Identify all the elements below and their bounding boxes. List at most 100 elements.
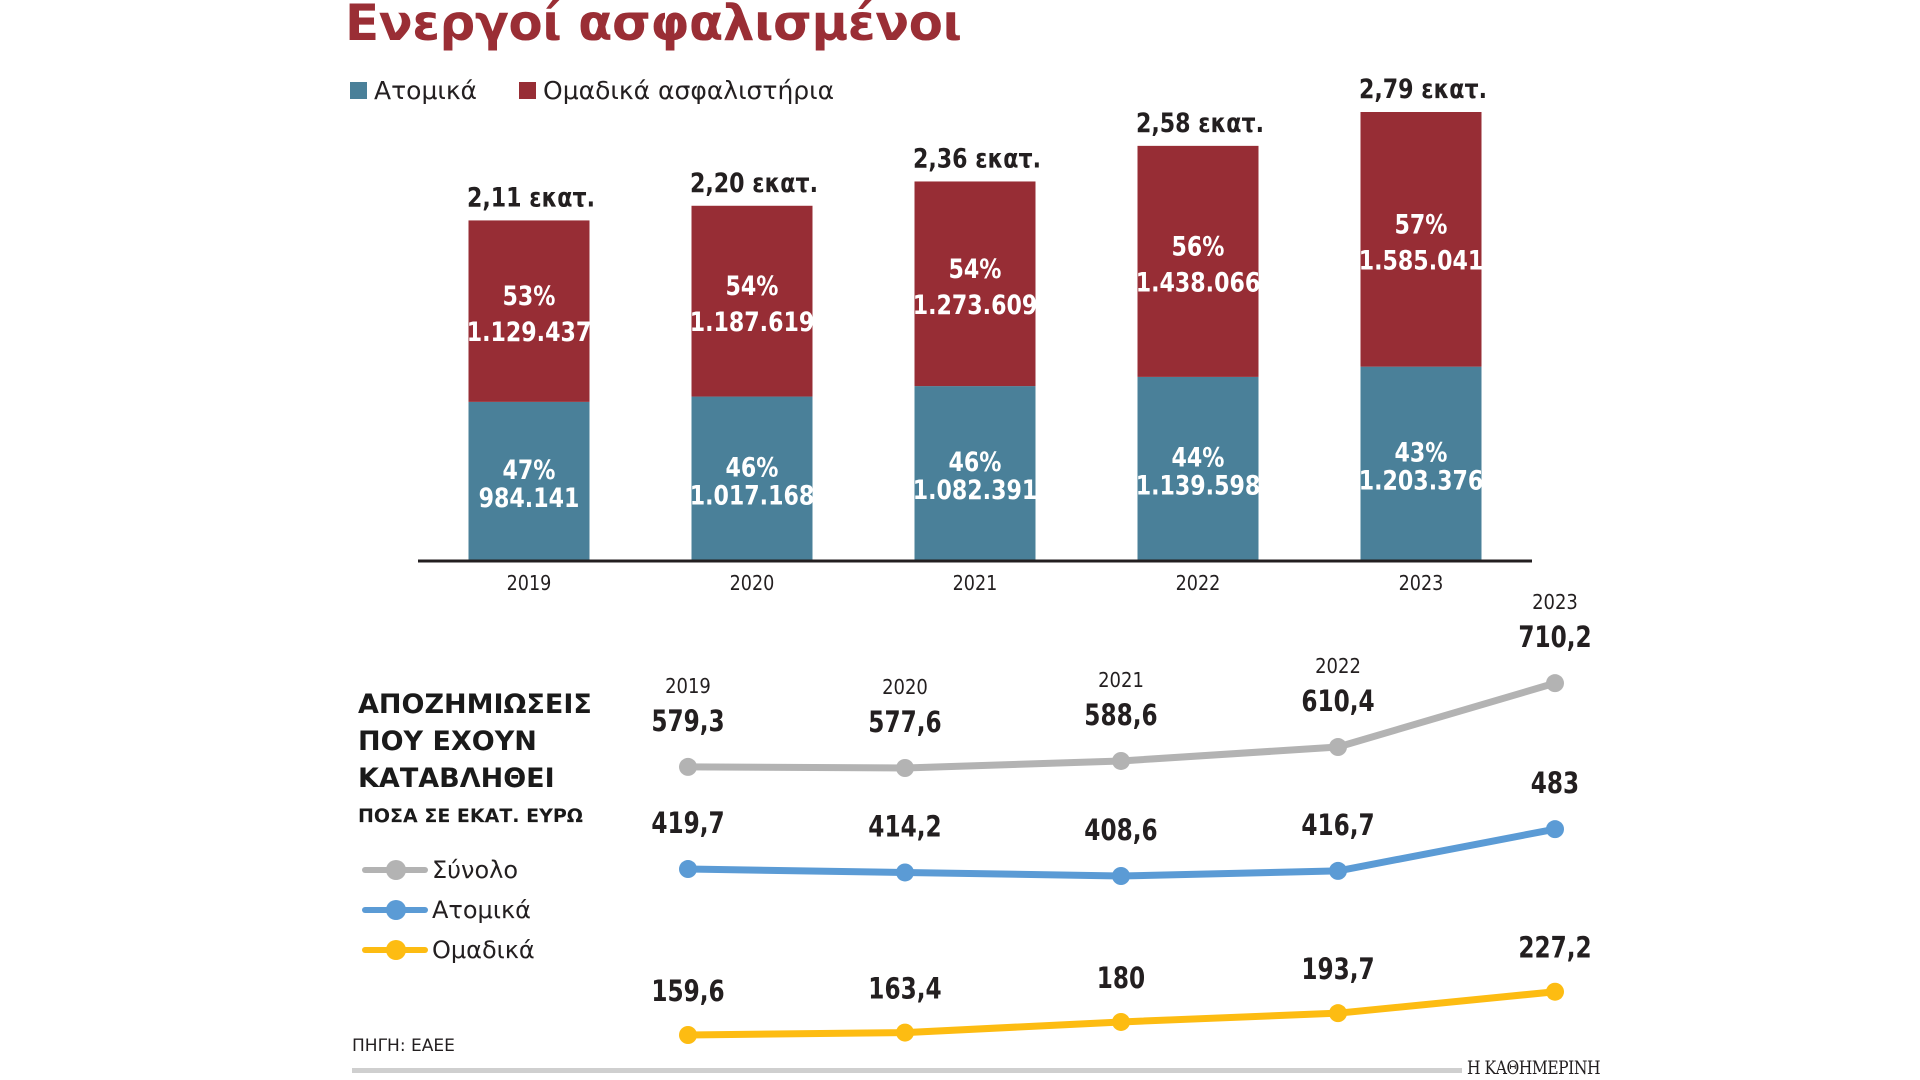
line-point-synolo-2021: [1112, 751, 1130, 770]
bar-omadika-percent-label: 57%: [1395, 208, 1448, 240]
line-year-label: 2019: [665, 675, 711, 698]
line-section-title-line-2: ΠΟΥ ΕΧΟΥΝ: [358, 726, 537, 757]
bar-omadika-percent-label: 54%: [949, 253, 1002, 285]
line-year-label: 2020: [882, 676, 928, 699]
line-legend-marker-omadika: [362, 940, 428, 960]
x-tick-label: 2019: [507, 573, 552, 595]
line-point-omadika-2019: [679, 1026, 697, 1044]
x-tick-label: 2022: [1176, 573, 1221, 595]
bar-omadika-2022: [1137, 145, 1259, 377]
bar-omadika-percent-label: 53%: [503, 280, 556, 312]
line-section-title-line-3: ΚΑΤΑΒΛΗΘΕΙ: [358, 763, 555, 794]
bar-total-label: 2,20 εκατ.: [690, 167, 818, 199]
line-legend-marker-synolo: [362, 860, 428, 880]
line-point-synolo-2020: [896, 759, 914, 777]
bar-omadika-percent-label: 56%: [1172, 230, 1225, 262]
source-note: ΠΗΓΗ: ΕΑΕΕ: [352, 1036, 455, 1056]
publisher-brand: Η ΚΑΘΗΜΕΡΙΝΗ: [1467, 1057, 1601, 1079]
line-value-label-omadika: 180: [1097, 963, 1145, 996]
line-point-omadika-2023: [1546, 982, 1564, 1001]
line-value-label-atomika: 419,7: [651, 808, 724, 841]
bar-atomika-value-label: 1.017.168: [690, 479, 815, 511]
line-value-label-omadika: 227,2: [1518, 932, 1591, 965]
legend-item-atomika: Ατομικά: [350, 76, 477, 105]
bar-atomika-2023: [1360, 366, 1482, 560]
line-point-atomika-2022: [1329, 861, 1347, 880]
line-point-atomika-2021: [1112, 867, 1130, 885]
line-point-synolo-2022: [1329, 738, 1347, 757]
line-section-subtitle: ΠΟΣΑ ΣΕ ΕΚΑΤ. ΕΥΡΩ: [358, 805, 583, 827]
bar-legend: Ατομικά Ομαδικά ασφαλιστήρια: [350, 76, 834, 105]
bar-total-label: 2,79 εκατ.: [1359, 73, 1487, 105]
bar-atomika-value-label: 1.082.391: [913, 474, 1038, 506]
line-value-label-atomika: 408,6: [1084, 815, 1157, 848]
line-legend-label-omadika: Ομαδικά: [432, 936, 535, 964]
bar-omadika-value-label: 1.438.066: [1136, 266, 1261, 298]
line-value-label-synolo: 588,6: [1084, 700, 1157, 733]
line-value-label-omadika: 163,4: [868, 973, 941, 1006]
line-point-synolo-2023: [1546, 674, 1564, 693]
bar-omadika-2019: [468, 220, 590, 402]
line-legend-item-atomika: Ατομικά: [362, 890, 535, 930]
legend-swatch-atomika: [350, 82, 367, 99]
line-year-label: 2023: [1532, 591, 1578, 614]
line-value-label-synolo: 710,2: [1518, 622, 1591, 655]
bar-total-label: 2,58 εκατ.: [1136, 107, 1264, 139]
bar-atomika-value-label: 984.141: [479, 482, 580, 514]
footer-rule: [352, 1068, 1462, 1073]
line-legend-label-atomika: Ατομικά: [432, 896, 531, 924]
bar-omadika-2021: [914, 181, 1036, 387]
line-year-label: 2022: [1315, 655, 1361, 678]
line-year-label: 2021: [1098, 669, 1144, 692]
bar-omadika-2020: [691, 205, 813, 397]
line-value-label-omadika: 193,7: [1301, 954, 1374, 987]
line-legend-item-omadika: Ομαδικά: [362, 930, 535, 970]
line-point-synolo-2019: [679, 757, 697, 776]
line-section-title: ΑΠΟΖΗΜΙΩΣΕΙΣ ΠΟΥ ΕΧΟΥΝ ΚΑΤΑΒΛΗΘΕΙ: [358, 686, 592, 797]
bar-atomika-percent-label: 46%: [949, 446, 1002, 478]
bar-omadika-value-label: 1.585.041: [1359, 244, 1484, 276]
legend-swatch-omadika: [519, 82, 537, 99]
line-point-atomika-2020: [896, 863, 914, 882]
line-legend-label-synolo: Σύνολο: [432, 856, 519, 884]
line-value-label-omadika: 159,6: [651, 976, 724, 1009]
line-point-omadika-2022: [1329, 1004, 1347, 1023]
line-point-atomika-2023: [1546, 820, 1564, 839]
bar-total-label: 2,36 εκατ.: [913, 142, 1041, 174]
line-value-label-atomika: 416,7: [1301, 809, 1374, 842]
legend-label-atomika: Ατομικά: [374, 76, 478, 105]
bar-atomika-value-label: 1.203.376: [1359, 464, 1484, 496]
line-value-label-synolo: 577,6: [868, 707, 941, 740]
line-legend-marker-atomika: [362, 900, 428, 920]
line-value-label-synolo: 610,4: [1301, 686, 1374, 719]
bar-atomika-percent-label: 46%: [726, 451, 779, 483]
bar-atomika-2019: [468, 401, 590, 560]
x-tick-label: 2021: [953, 573, 998, 595]
line-legend-item-synolo: Σύνολο: [362, 850, 535, 890]
bar-atomika-percent-label: 47%: [503, 454, 556, 486]
bar-atomika-percent-label: 44%: [1172, 441, 1225, 473]
bar-atomika-2020: [691, 396, 813, 560]
bar-omadika-percent-label: 54%: [726, 270, 779, 302]
line-point-omadika-2020: [896, 1023, 914, 1042]
bar-omadika-2023: [1360, 112, 1482, 367]
line-value-label-atomika: 483: [1531, 768, 1579, 801]
bar-omadika-value-label: 1.187.619: [690, 306, 815, 338]
line-value-label-synolo: 579,3: [651, 706, 724, 739]
legend-label-omadika: Ομαδικά ασφαλιστήρια: [543, 76, 835, 105]
bar-atomika-2021: [914, 386, 1036, 560]
line-point-atomika-2019: [679, 860, 697, 879]
bar-atomika-2022: [1137, 376, 1259, 560]
line-section-title-line-1: ΑΠΟΖΗΜΙΩΣΕΙΣ: [358, 689, 592, 720]
line-point-omadika-2021: [1112, 1012, 1130, 1031]
chart-title: Ενεργοί ασφαλισμένοι: [345, 0, 962, 52]
x-tick-label: 2020: [730, 573, 775, 595]
bar-atomika-percent-label: 43%: [1395, 436, 1448, 468]
line-value-label-atomika: 414,2: [868, 811, 941, 844]
legend-item-omadika: Ομαδικά ασφαλιστήρια: [519, 76, 834, 105]
bar-omadika-value-label: 1.129.437: [467, 316, 592, 348]
bar-atomika-value-label: 1.139.598: [1136, 469, 1261, 501]
line-legend: Σύνολο Ατομικά Ομαδικά: [362, 850, 535, 970]
bar-total-label: 2,11 εκατ.: [467, 181, 595, 213]
